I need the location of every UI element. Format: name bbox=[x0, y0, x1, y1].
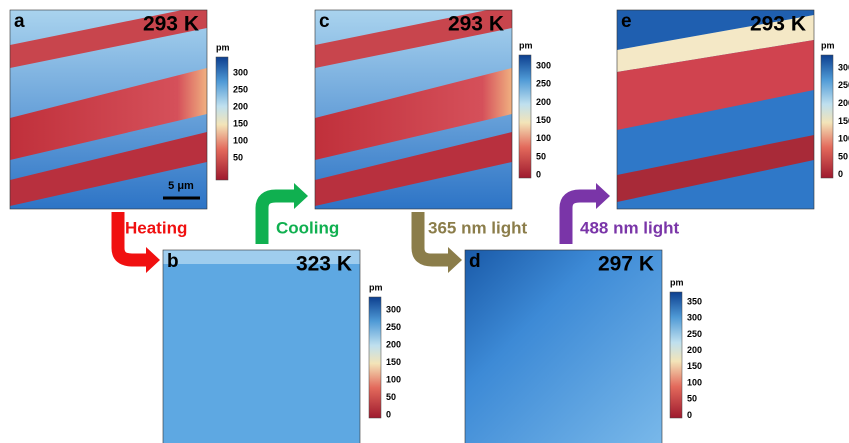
arrow-label: 488 nm light bbox=[580, 218, 680, 237]
colorbar-tick: 100 bbox=[687, 377, 702, 387]
colorbar-tick: 100 bbox=[838, 134, 849, 144]
colorbar-tick: 0 bbox=[838, 169, 843, 179]
colorbar-tick: 200 bbox=[386, 339, 401, 349]
afm-image bbox=[315, 5, 512, 209]
colorbar-tick: 50 bbox=[687, 394, 697, 404]
colorbar bbox=[670, 292, 682, 418]
unit-label: pm bbox=[519, 40, 533, 50]
colorbar-tick: 50 bbox=[386, 392, 396, 402]
colorbar-tick: 250 bbox=[386, 322, 401, 332]
colorbar-tick: 200 bbox=[536, 97, 551, 107]
colorbar-tick: 0 bbox=[536, 170, 541, 180]
arrow-head bbox=[596, 183, 610, 209]
unit-label: pm bbox=[821, 40, 835, 50]
arrow-label: Heating bbox=[125, 218, 187, 237]
temperature: 297 K bbox=[598, 253, 654, 276]
colorbar-tick: 200 bbox=[687, 345, 702, 355]
colorbar-tick: 250 bbox=[687, 329, 702, 339]
temperature: 323 K bbox=[296, 253, 352, 276]
colorbar-tick: 150 bbox=[233, 118, 248, 128]
figure-svg: a293 Kpm300250200150100505 μmb323 Kpm300… bbox=[0, 0, 849, 443]
colorbar-tick: 0 bbox=[386, 409, 391, 419]
colorbar-tick: 100 bbox=[536, 133, 551, 143]
panel-letter: c bbox=[319, 11, 330, 32]
colorbar bbox=[519, 55, 531, 178]
colorbar bbox=[216, 57, 228, 180]
colorbar-tick: 150 bbox=[687, 361, 702, 371]
colorbar-tick: 200 bbox=[233, 101, 248, 111]
temperature: 293 K bbox=[750, 13, 806, 36]
background bbox=[465, 250, 662, 443]
colorbar bbox=[369, 297, 381, 418]
colorbar-tick: 200 bbox=[838, 98, 849, 108]
figure: a293 Kpm300250200150100505 μmb323 Kpm300… bbox=[0, 0, 849, 443]
panel-letter: e bbox=[621, 11, 632, 32]
afm-image bbox=[163, 250, 360, 443]
colorbar-tick: 150 bbox=[838, 116, 849, 126]
afm-image bbox=[10, 5, 207, 209]
colorbar-tick: 50 bbox=[536, 151, 546, 161]
colorbar-tick: 300 bbox=[687, 313, 702, 323]
colorbar-tick: 100 bbox=[233, 135, 248, 145]
colorbar bbox=[821, 55, 833, 178]
arrow-head bbox=[294, 183, 308, 209]
afm-image bbox=[465, 250, 662, 443]
colorbar-tick: 50 bbox=[838, 151, 848, 161]
colorbar-tick: 300 bbox=[386, 304, 401, 314]
colorbar-tick: 250 bbox=[838, 80, 849, 90]
arrow-head bbox=[146, 247, 160, 273]
arrow-label: Cooling bbox=[276, 218, 339, 237]
scale-bar-label: 5 μm bbox=[168, 180, 194, 192]
arrow-label: 365 nm light bbox=[428, 218, 528, 237]
temperature: 293 K bbox=[448, 13, 504, 36]
colorbar-tick: 0 bbox=[687, 410, 692, 420]
colorbar-tick: 250 bbox=[233, 84, 248, 94]
colorbar-tick: 300 bbox=[233, 67, 248, 77]
colorbar-tick: 50 bbox=[233, 152, 243, 162]
unit-label: pm bbox=[216, 42, 230, 52]
unit-label: pm bbox=[369, 282, 383, 292]
colorbar-tick: 350 bbox=[687, 296, 702, 306]
colorbar-tick: 300 bbox=[536, 60, 551, 70]
panel-letter: d bbox=[469, 251, 481, 272]
colorbar-tick: 100 bbox=[386, 374, 401, 384]
colorbar-tick: 250 bbox=[536, 79, 551, 89]
arrow-head bbox=[448, 247, 462, 273]
background bbox=[163, 250, 360, 443]
colorbar-tick: 150 bbox=[536, 115, 551, 125]
temperature: 293 K bbox=[143, 13, 199, 36]
unit-label: pm bbox=[670, 277, 684, 287]
panel-letter: b bbox=[167, 251, 179, 272]
colorbar-tick: 300 bbox=[838, 62, 849, 72]
panel-letter: a bbox=[14, 11, 25, 32]
colorbar-tick: 150 bbox=[386, 357, 401, 367]
